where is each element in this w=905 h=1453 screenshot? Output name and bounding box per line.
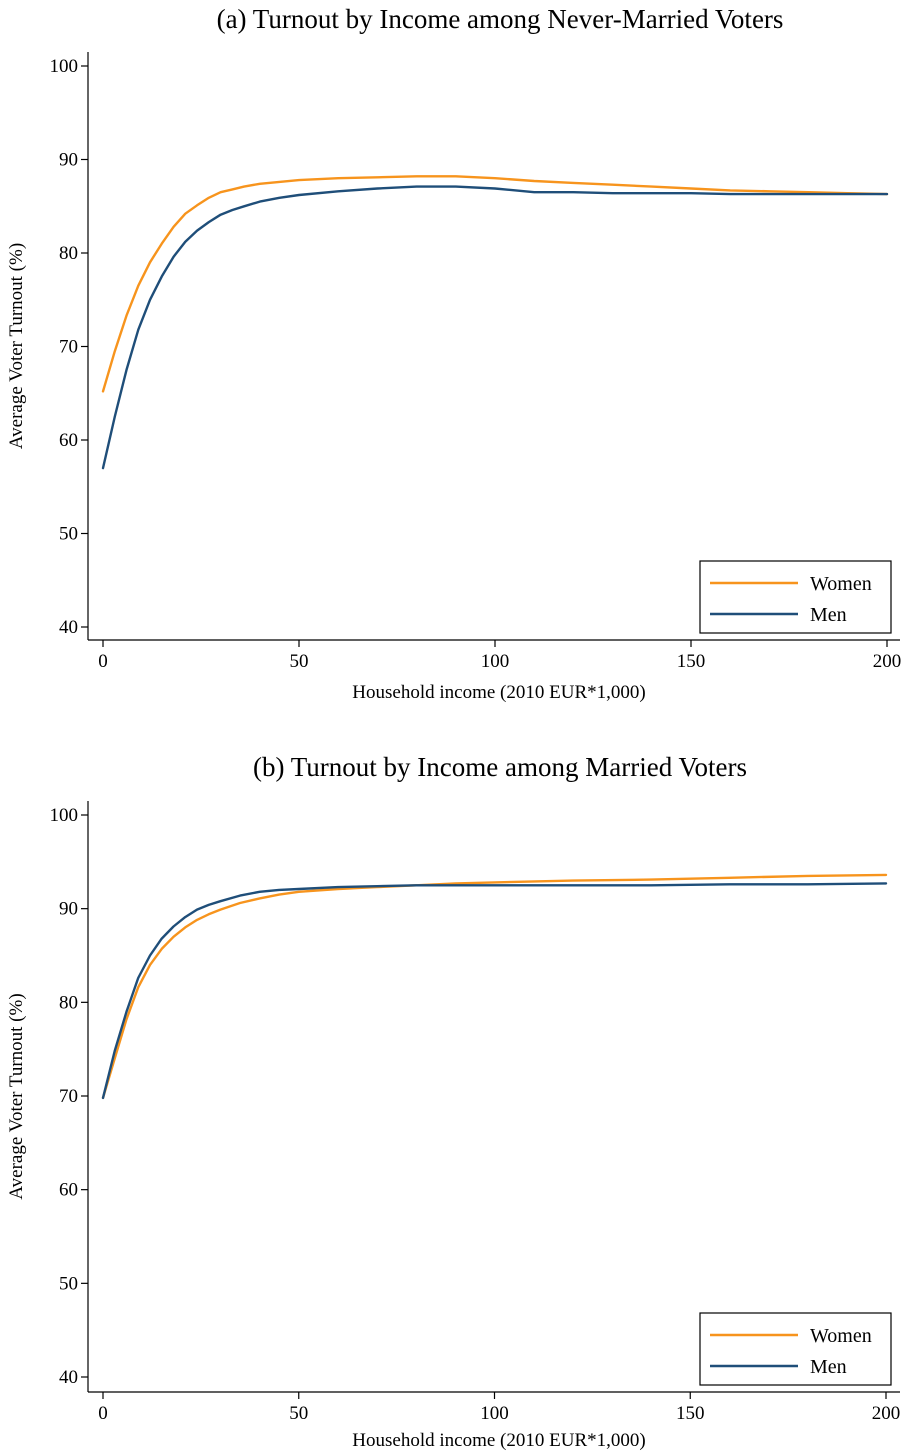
legend: Women Men xyxy=(699,560,892,634)
y-tick-label: 60 xyxy=(59,1180,78,1201)
y-tick-label: 90 xyxy=(59,150,78,171)
y-tick-label: 70 xyxy=(59,337,78,358)
y-tick-label: 50 xyxy=(59,1273,78,1294)
legend-label-men: Men xyxy=(810,604,847,626)
y-tick-label: 60 xyxy=(59,430,78,451)
chart-title: (a) Turnout by Income among Never-Marrie… xyxy=(217,4,784,34)
legend-label-women: Women xyxy=(810,1325,872,1347)
x-tick-label: 150 xyxy=(676,1403,705,1424)
x-tick-label: 0 xyxy=(98,651,108,672)
legend-label-women: Women xyxy=(810,573,872,595)
chart-panel-a: (a) Turnout by Income among Never-Marrie… xyxy=(6,4,901,703)
x-tick-label: 50 xyxy=(289,1403,308,1424)
legend: Women Men xyxy=(699,1312,892,1386)
y-tick-label: 80 xyxy=(59,243,78,264)
series-line-men xyxy=(101,882,888,1100)
y-axis-label: Average Voter Turnout (%) xyxy=(6,993,27,1199)
x-axis-label: Household income (2010 EUR*1,000) xyxy=(352,1430,645,1451)
y-tick-label: 100 xyxy=(50,805,79,826)
x-tick-label: 200 xyxy=(872,1403,901,1424)
y-tick-label: 40 xyxy=(59,617,78,638)
x-tick-label: 100 xyxy=(481,651,510,672)
legend-label-men: Men xyxy=(810,1356,847,1378)
y-tick-label: 90 xyxy=(59,899,78,920)
y-axis-label: Average Voter Turnout (%) xyxy=(6,243,27,449)
series-line-men xyxy=(101,185,889,470)
x-tick-label: 100 xyxy=(480,1403,509,1424)
y-tick-label: 80 xyxy=(59,992,78,1013)
legend-box xyxy=(699,1312,892,1386)
x-axis-label: Household income (2010 EUR*1,000) xyxy=(352,682,645,703)
x-tick-label: 150 xyxy=(677,651,706,672)
y-tick-label: 50 xyxy=(59,524,78,545)
y-tick-label: 100 xyxy=(50,56,79,77)
chart-panel-b: (b) Turnout by Income among Married Vote… xyxy=(6,752,900,1451)
y-tick-label: 40 xyxy=(59,1367,78,1388)
legend-box xyxy=(699,560,892,634)
series-line-women xyxy=(101,873,888,1100)
series-line-women xyxy=(101,175,889,393)
x-tick-label: 50 xyxy=(290,651,309,672)
x-tick-label: 0 xyxy=(98,1403,108,1424)
x-tick-label: 200 xyxy=(873,651,902,672)
chart-title: (b) Turnout by Income among Married Vote… xyxy=(253,752,747,782)
y-tick-label: 70 xyxy=(59,1086,78,1107)
